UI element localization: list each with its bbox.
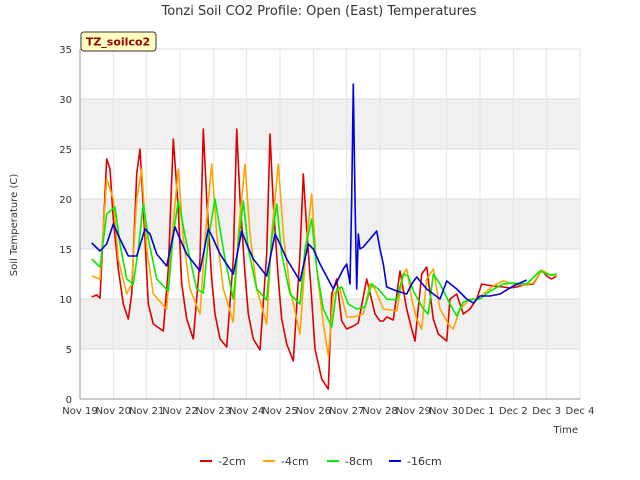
x-tick-label: Nov 29 (396, 406, 431, 417)
y-tick-label: 30 (59, 95, 72, 106)
legend: -2cm -4cm -8cm -16cm (200, 455, 442, 468)
x-tick-label: Nov 30 (429, 406, 464, 417)
chart-title: Tonzi Soil CO2 Profile: Open (East) Temp… (160, 4, 476, 19)
x-tick-label: Nov 22 (162, 406, 197, 417)
y-tick-labels: 0 5 10 15 20 25 30 35 (59, 45, 72, 406)
x-tick-label: Nov 19 (62, 406, 97, 417)
y-tick-label: 35 (59, 45, 72, 56)
x-tick-label: Dec 2 (499, 406, 528, 417)
site-badge-box (80, 31, 157, 52)
legend-label: -2cm (218, 455, 246, 468)
x-tick-label: Dec 1 (466, 406, 495, 417)
axes (79, 49, 580, 400)
x-tick-label: Nov 28 (362, 406, 397, 417)
site-badge-label: TZ_soilco2 (86, 36, 150, 49)
y-tick-label: 0 (66, 395, 72, 406)
x-tick-label: Dec 3 (532, 406, 561, 417)
y-tick-label: 10 (59, 295, 72, 306)
x-tick-label: Nov 23 (196, 406, 231, 417)
x-tick-label: Nov 24 (229, 406, 264, 417)
series-line-minus-16cm (91, 83, 528, 304)
x-tick-label: Nov 20 (96, 406, 131, 417)
x-tick-label: Nov 27 (329, 406, 364, 417)
y-tick-label: 15 (59, 245, 72, 256)
legend-label: -4cm (281, 455, 309, 468)
plot-band (80, 99, 580, 149)
plot-band (80, 199, 580, 249)
legend-label: -8cm (345, 455, 373, 468)
x-tick-label: Nov 26 (296, 406, 331, 417)
series-layer (91, 83, 558, 390)
y-tick-label: 5 (66, 345, 72, 356)
series-line-minus-8cm (91, 198, 557, 328)
y-axis-title: Soil Temperature (C) (9, 174, 20, 277)
x-tick-label: Dec 4 (566, 406, 595, 417)
x-axis-title: Time (553, 425, 578, 436)
series-line-minus-2cm (91, 128, 558, 390)
y-tick-label: 25 (59, 145, 72, 156)
x-tick-label: Nov 25 (262, 406, 297, 417)
legend-label: -16cm (407, 455, 442, 468)
x-tick-label: Nov 21 (129, 406, 164, 417)
site-badge: TZ_soilco2 (80, 31, 157, 52)
y-tick-label: 20 (59, 195, 72, 206)
